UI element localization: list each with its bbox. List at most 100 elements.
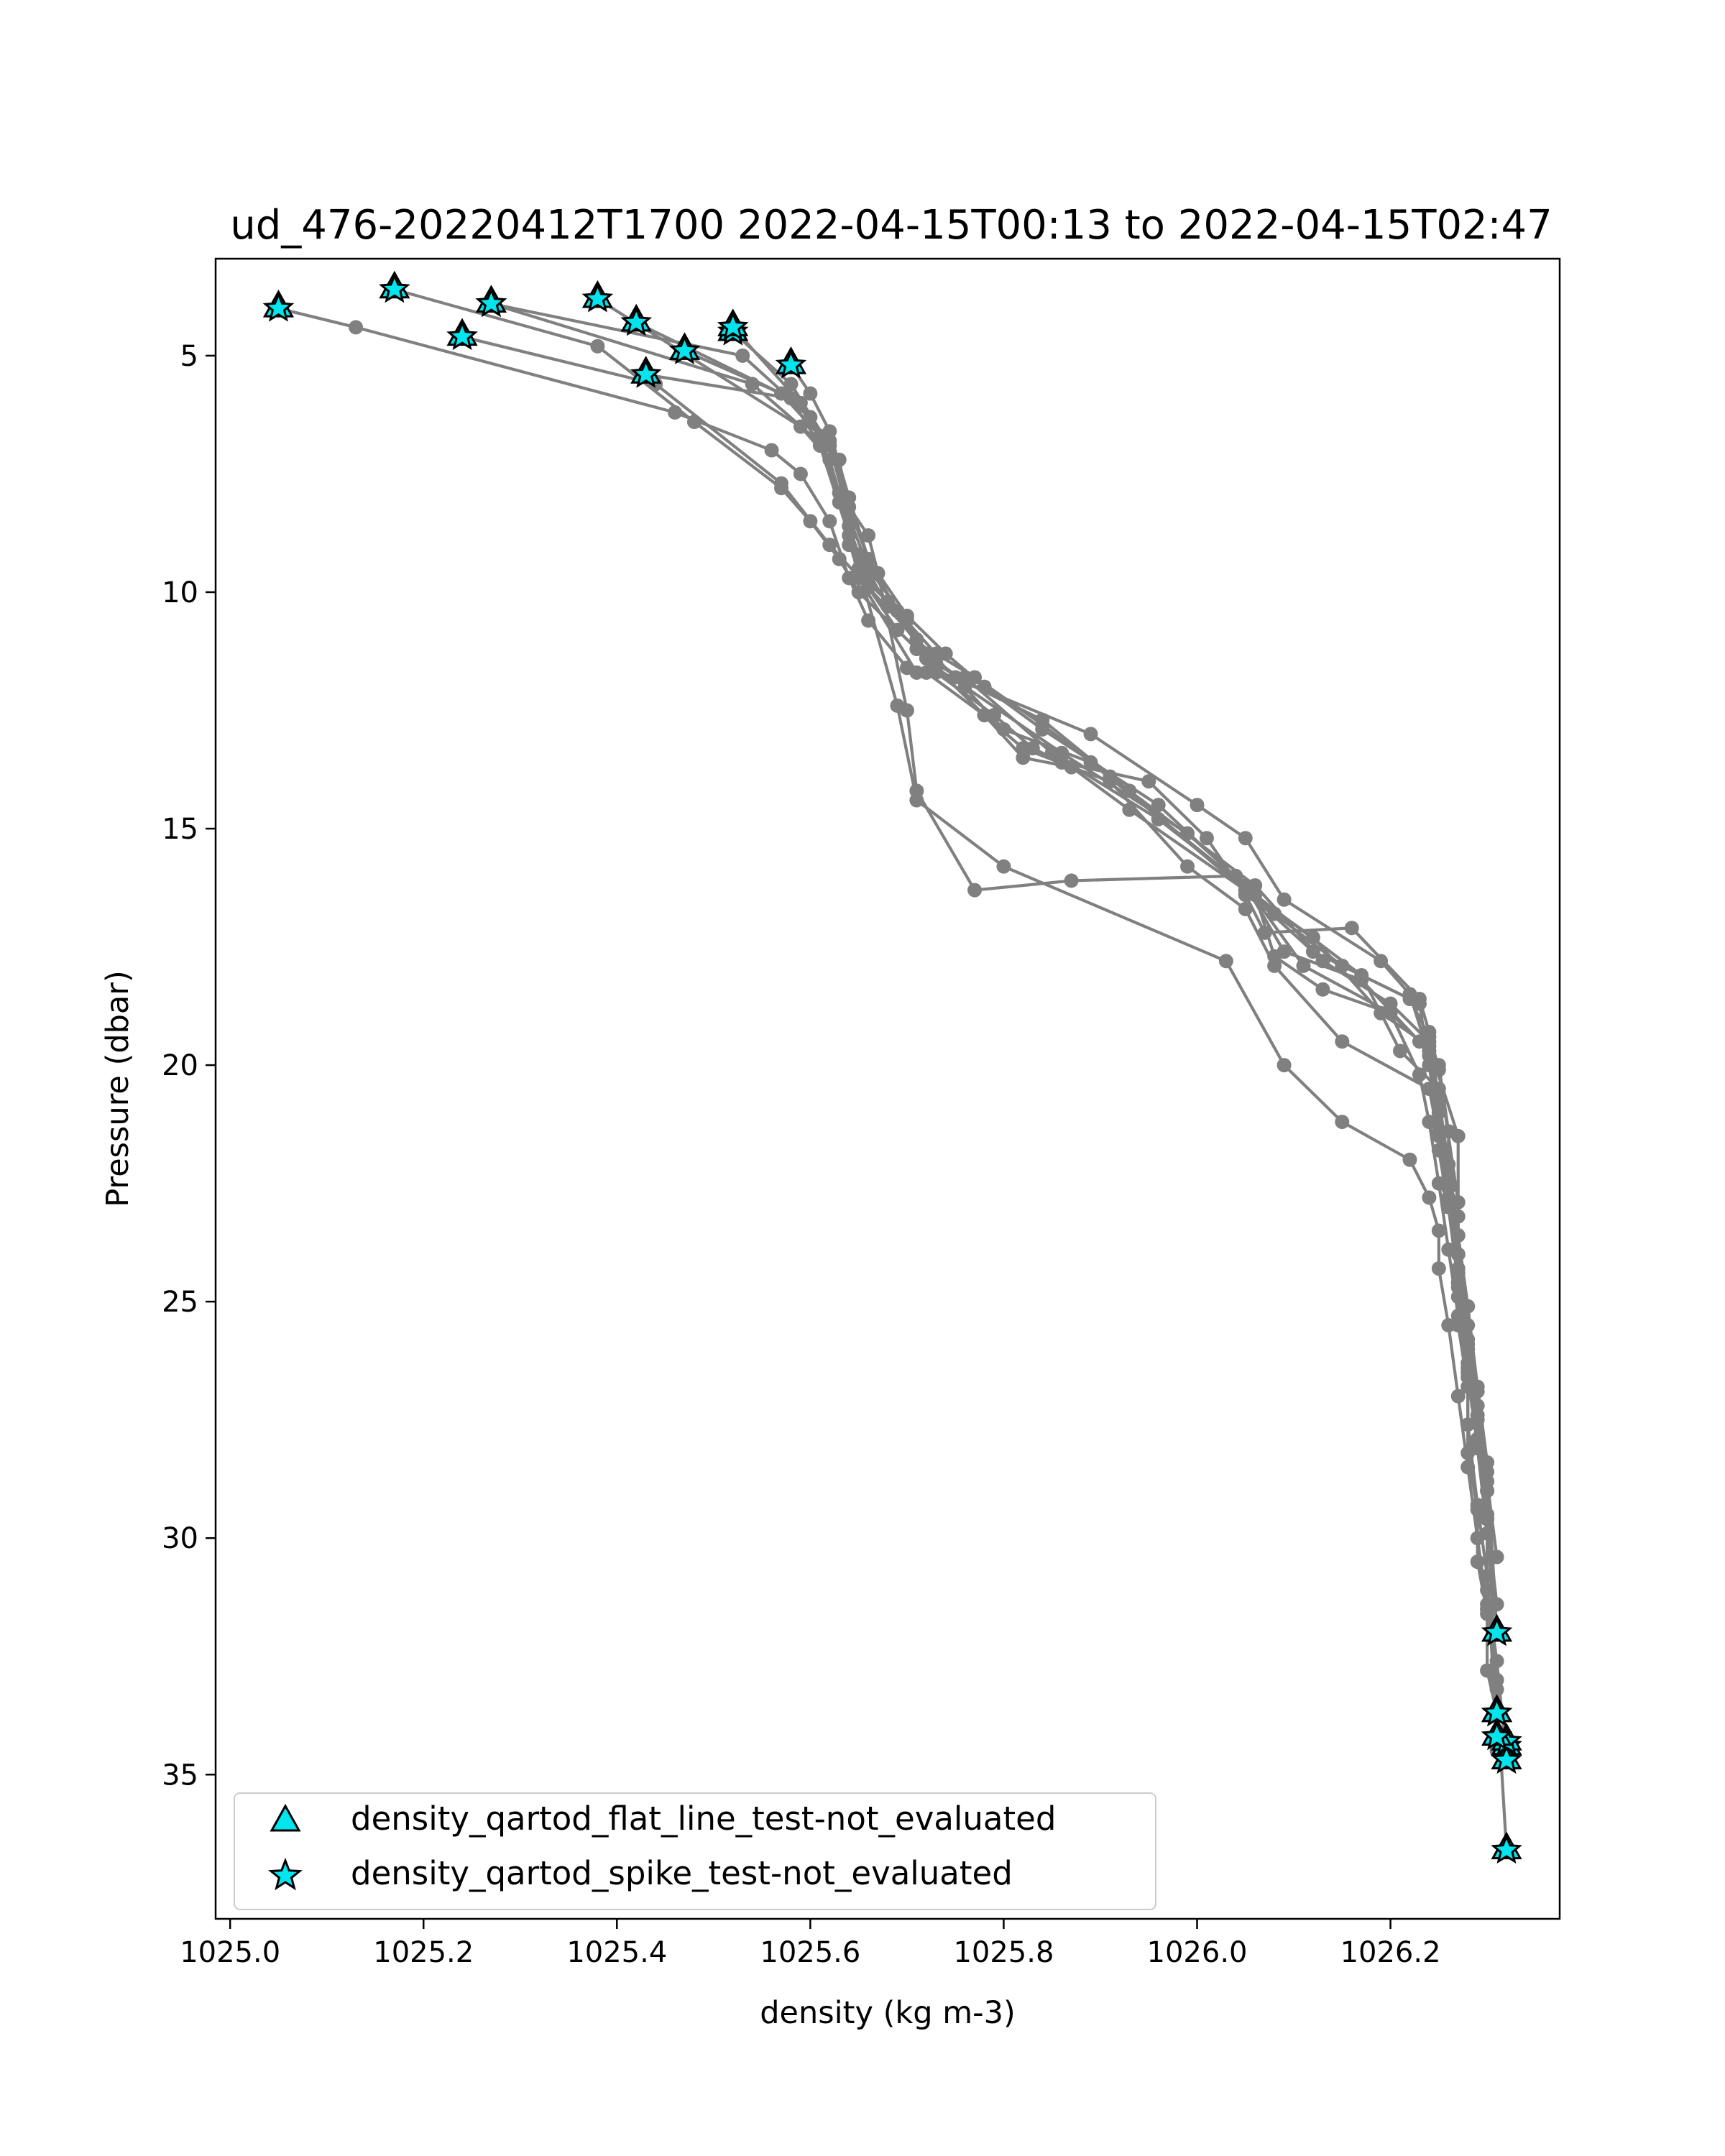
data-point xyxy=(1035,722,1050,737)
data-point xyxy=(861,528,876,543)
data-point xyxy=(1238,831,1253,846)
spike-flag-marker xyxy=(262,292,295,322)
data-point xyxy=(1412,1067,1427,1082)
data-point xyxy=(1374,954,1389,969)
x-tick-label: 1026.0 xyxy=(1147,1936,1248,1969)
data-point xyxy=(1431,1223,1446,1238)
spike-flag-marker xyxy=(379,272,410,303)
data-point xyxy=(1151,798,1166,813)
data-point xyxy=(1238,883,1253,898)
y-tick-label: 35 xyxy=(162,1759,198,1792)
data-point xyxy=(1238,901,1253,916)
spike-flag-marker xyxy=(717,310,749,341)
x-tick-label: 1025.4 xyxy=(566,1936,667,1969)
x-tick-label: 1025.6 xyxy=(760,1936,860,1969)
triangle-icon xyxy=(270,1803,301,1832)
x-tick-label: 1025.8 xyxy=(953,1936,1054,1969)
data-point xyxy=(1335,1115,1350,1130)
y-axis-label: Pressure (dbar) xyxy=(100,970,136,1207)
data-point xyxy=(735,348,750,363)
x-tick-label: 1026.2 xyxy=(1340,1936,1441,1969)
data-point xyxy=(832,551,847,566)
data-point xyxy=(1141,774,1156,789)
data-point xyxy=(1122,802,1137,817)
data-point xyxy=(1489,1549,1504,1565)
data-point xyxy=(1470,1408,1485,1423)
data-point xyxy=(793,419,808,434)
spike-flag-marker xyxy=(620,305,653,336)
data-point xyxy=(1489,1597,1504,1612)
x-tick-label: 1025.2 xyxy=(373,1936,474,1969)
data-point xyxy=(861,580,876,595)
spike-flag-marker xyxy=(1481,1720,1513,1751)
data-point xyxy=(1054,745,1070,760)
data-point xyxy=(890,698,905,713)
chart-title: ud_476-20220412T1700 2022-04-15T00:13 to… xyxy=(230,202,1552,249)
data-point xyxy=(977,679,992,694)
star-icon xyxy=(268,1857,303,1891)
plot-frame xyxy=(214,257,1561,1920)
data-point xyxy=(909,793,924,808)
data-point xyxy=(1276,1058,1292,1073)
spike-flag-marker xyxy=(775,349,807,379)
data-point xyxy=(1393,1044,1408,1059)
data-point xyxy=(1460,1417,1476,1432)
spike-flag-marker xyxy=(668,334,701,364)
y-axis: 5 10 15 20 25 30 35 xyxy=(162,340,216,1792)
data-point xyxy=(822,538,837,553)
spike-flag-marker xyxy=(475,287,507,318)
data-point xyxy=(1218,954,1233,969)
data-point xyxy=(822,514,837,529)
data-point xyxy=(803,386,818,401)
data-point xyxy=(1480,1568,1495,1583)
data-point xyxy=(1480,1483,1495,1498)
data-point xyxy=(1441,1318,1456,1333)
data-point xyxy=(1335,958,1350,973)
data-point xyxy=(1422,1190,1437,1205)
data-point xyxy=(967,883,983,898)
y-tick-label: 15 xyxy=(162,813,198,846)
data-point xyxy=(1383,996,1398,1011)
data-point xyxy=(1431,1124,1446,1139)
data-point xyxy=(1267,906,1282,921)
data-point xyxy=(1199,831,1214,846)
data-point xyxy=(764,443,779,458)
data-point xyxy=(1412,996,1427,1011)
data-point xyxy=(861,551,876,566)
data-point xyxy=(899,608,914,623)
data-point xyxy=(1422,1058,1437,1073)
data-point xyxy=(1450,1388,1466,1404)
data-point xyxy=(1344,921,1359,936)
y-tick-label: 10 xyxy=(162,576,198,609)
data-point xyxy=(590,338,605,354)
y-tick-label: 20 xyxy=(162,1049,198,1082)
data-point xyxy=(822,424,837,439)
legend-label-flat-line: density_qartod_flat_line_test-not_evalua… xyxy=(351,1800,1056,1838)
spike-flag-marker xyxy=(581,282,614,313)
legend-frame xyxy=(234,1792,1156,1910)
legend-label-spike: density_qartod_spike_test-not_evaluated xyxy=(351,1854,1013,1892)
profile-line xyxy=(732,331,1499,1605)
data-point xyxy=(1422,1115,1437,1130)
data-point xyxy=(1190,798,1205,813)
data-point xyxy=(1103,769,1118,784)
y-tick-label: 5 xyxy=(180,340,198,373)
x-axis: 1025.0 1025.2 1025.4 1025.6 1025.8 1026.0 1026… xyxy=(180,1919,1441,1969)
data-point xyxy=(1267,949,1282,964)
data-point xyxy=(1470,1498,1485,1513)
data-point xyxy=(1315,982,1330,997)
data-point xyxy=(349,320,364,335)
data-point xyxy=(1441,1190,1456,1205)
y-tick-label: 30 xyxy=(162,1522,198,1555)
plot-area xyxy=(262,270,1522,1864)
data-point xyxy=(1025,741,1040,756)
data-point xyxy=(1180,859,1195,874)
data-point xyxy=(938,646,953,661)
data-point xyxy=(783,377,799,392)
data-point xyxy=(1335,1034,1350,1049)
data-point xyxy=(909,665,924,680)
data-point xyxy=(1296,958,1311,973)
data-point xyxy=(1402,1152,1417,1167)
profile-line xyxy=(277,307,1499,1751)
